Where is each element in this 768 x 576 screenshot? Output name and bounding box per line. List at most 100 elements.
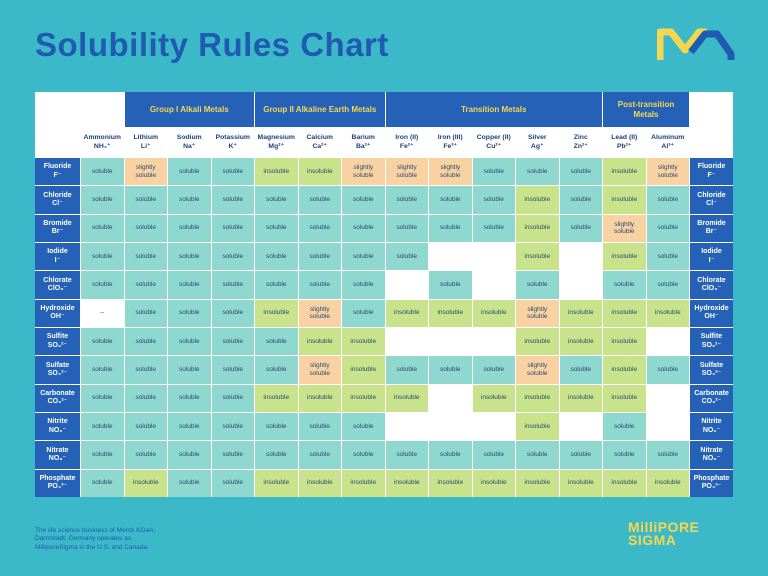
solubility-value: insoluble [132, 479, 159, 487]
solubility-cell: slightly soluble [124, 158, 167, 186]
anion-header: Sulfite SO₃²⁻ [35, 328, 80, 356]
solubility-value: soluble [265, 337, 287, 345]
solubility-value: insoluble [567, 394, 594, 402]
solubility-value: soluble [178, 394, 200, 402]
solubility-cell: soluble [429, 441, 472, 469]
cation-formula: Li⁺ [140, 142, 151, 150]
solubility-cell: insoluble [385, 469, 428, 497]
solubility-cell: soluble [211, 328, 254, 356]
solubility-value: soluble [91, 394, 113, 402]
solubility-value: insoluble [350, 394, 377, 402]
logo-line: MilliPORE [628, 519, 700, 535]
solubility-value: soluble [352, 224, 374, 232]
solubility-value: soluble [439, 451, 461, 459]
anion-header: Sulfite SO₃²⁻ [690, 328, 733, 356]
solubility-cell [472, 328, 515, 356]
solubility-cell: soluble [559, 356, 602, 384]
anion-header: Sulfate SO₄²⁻ [35, 356, 80, 384]
group-header: Transition Metals [385, 92, 602, 127]
solubility-value: soluble [265, 252, 287, 260]
solubility-cell: soluble [429, 214, 472, 242]
solubility-cell: insoluble [603, 186, 646, 214]
solubility-value: insoluble [263, 167, 290, 175]
solubility-cell: soluble [124, 299, 167, 327]
solubility-value: slightly soluble [526, 305, 548, 321]
solubility-value: soluble [265, 224, 287, 232]
solubility-cell: soluble [603, 413, 646, 441]
solubility-value: soluble [91, 252, 113, 260]
anion-name: Sulfite [46, 333, 69, 341]
solubility-cell: soluble [255, 356, 298, 384]
anion-header: Hydroxide OH⁻ [690, 299, 733, 327]
solubility-value: soluble [178, 281, 200, 289]
solubility-cell [559, 413, 602, 441]
solubility-cell: soluble [124, 413, 167, 441]
logo-line: SIGMA [628, 532, 677, 549]
anion-header: Fluoride F⁻ [35, 158, 80, 186]
solubility-cell: soluble [385, 214, 428, 242]
title: Solubility Rules Chart [35, 26, 389, 63]
anion-name: Nitrite [47, 418, 68, 426]
logo: MilliPORE SIGMA [628, 519, 700, 549]
group-header: Group I Alkali Metals [124, 92, 254, 127]
solubility-cell [429, 413, 472, 441]
solubility-value: soluble [570, 451, 592, 459]
solubility-value: insoluble [654, 479, 681, 487]
anion-name: Nitrate [46, 446, 69, 454]
solubility-cell: insoluble [603, 469, 646, 497]
solubility-cell [429, 384, 472, 412]
cation-header: Lead (II) Pb²⁺ [603, 128, 646, 157]
cation-formula: Ca²⁺ [312, 142, 328, 150]
solubility-cell: soluble [342, 441, 385, 469]
solubility-cell: soluble [298, 441, 341, 469]
anion-formula: Br⁻ [705, 228, 718, 236]
solubility-cell: insoluble [603, 158, 646, 186]
solubility-value: soluble [570, 224, 592, 232]
solubility-value: insoluble [611, 167, 638, 175]
cation-name: Copper (II) [476, 134, 511, 142]
solubility-value: insoluble [306, 167, 333, 175]
solubility-value: soluble [222, 252, 244, 260]
solubility-cell [472, 243, 515, 271]
solubility-value: soluble [178, 224, 200, 232]
anion-header: Chloride Cl⁻ [35, 186, 80, 214]
anion-formula: SO₄²⁻ [701, 369, 722, 377]
group-label: Group I Alkali Metals [149, 104, 229, 114]
solubility-value: soluble [570, 167, 592, 175]
solubility-cell: soluble [255, 328, 298, 356]
solubility-value: insoluble [306, 479, 333, 487]
solubility-cell: soluble [168, 299, 211, 327]
solubility-value: insoluble [524, 224, 551, 232]
solubility-cell: soluble [255, 186, 298, 214]
cation-header: Lithium Li⁺ [124, 128, 167, 157]
solubility-cell: insoluble [646, 299, 689, 327]
solubility-value: insoluble [524, 422, 551, 430]
solubility-value: insoluble [611, 479, 638, 487]
solubility-cell: -- [81, 299, 124, 327]
solubility-cell: insoluble [429, 469, 472, 497]
solubility-value: soluble [135, 451, 157, 459]
solubility-value: soluble [526, 281, 548, 289]
solubility-cell [646, 328, 689, 356]
solubility-value: soluble [222, 479, 244, 487]
cation-formula: Al³⁺ [661, 142, 675, 150]
cation-formula: K⁺ [228, 142, 238, 150]
solubility-value: insoluble [524, 252, 551, 260]
solubility-cell: soluble [81, 328, 124, 356]
anion-name: Chlorate [697, 276, 726, 284]
solubility-cell [385, 328, 428, 356]
solubility-cell [559, 243, 602, 271]
cation-name: Lithium [133, 134, 159, 142]
solubility-cell: soluble [124, 214, 167, 242]
solubility-value: soluble [135, 422, 157, 430]
group-label: Group II Alkaline Earth Metals [263, 104, 377, 114]
solubility-cell: slightly soluble [429, 158, 472, 186]
solubility-cell: soluble [559, 186, 602, 214]
solubility-cell: insoluble [516, 328, 559, 356]
solubility-cell: insoluble [603, 299, 646, 327]
group-header: Group II Alkaline Earth Metals [255, 92, 385, 127]
solubility-cell: insoluble [255, 469, 298, 497]
solubility-cell: insoluble [516, 384, 559, 412]
solubility-value: soluble [178, 196, 200, 204]
solubility-value: soluble [309, 196, 331, 204]
